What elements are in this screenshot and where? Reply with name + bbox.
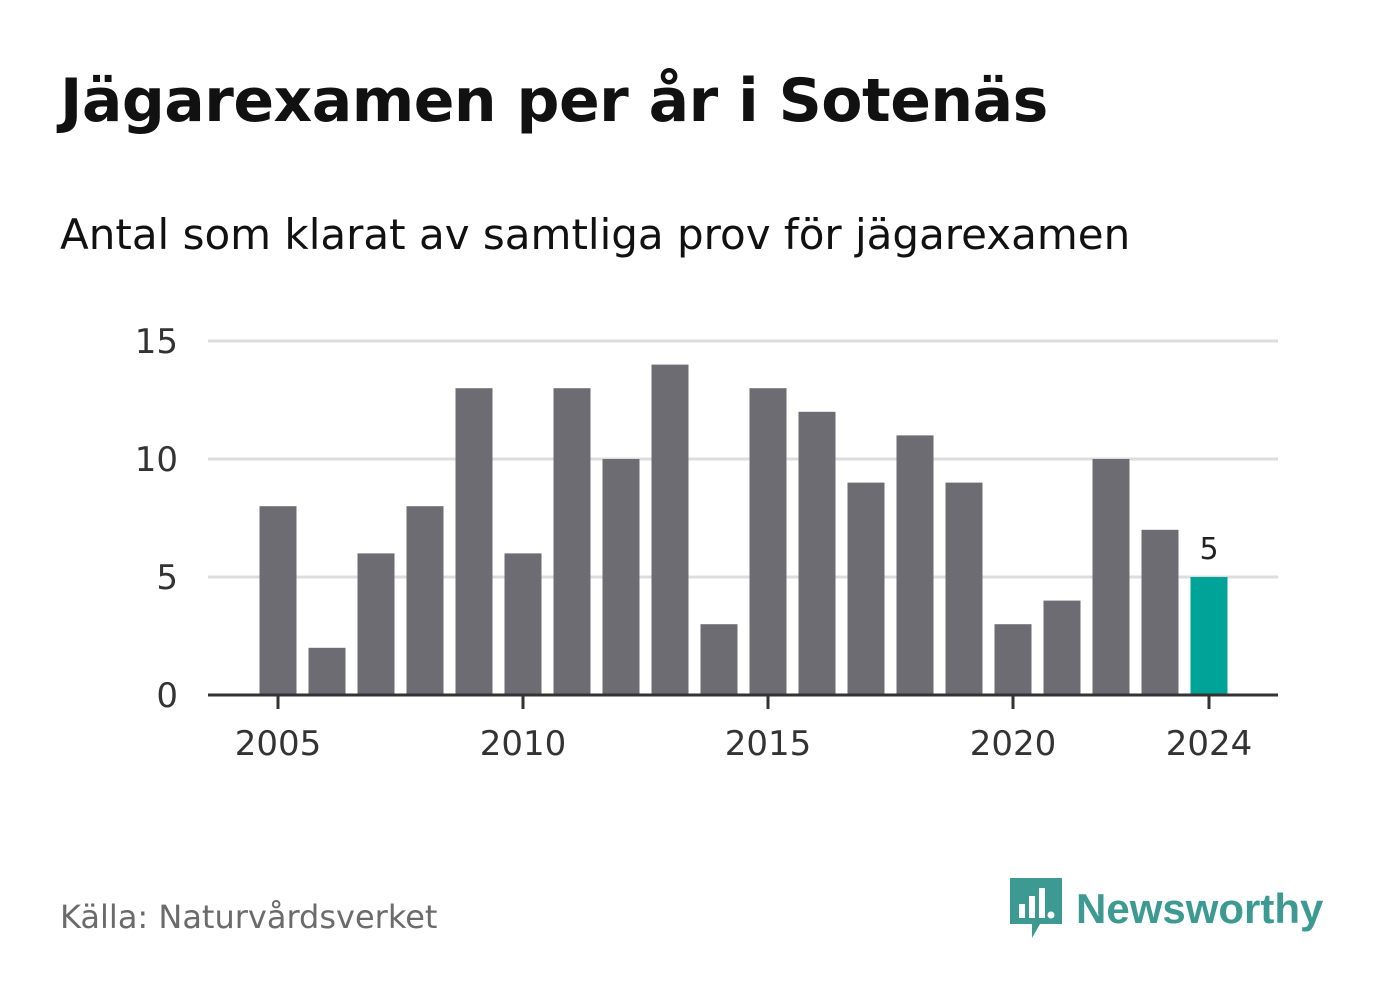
x-tick-label: 2024 [1166, 724, 1253, 764]
y-tick-label: 0 [156, 676, 178, 716]
brand-name: Newsworthy [1076, 885, 1324, 932]
bar-2014 [700, 624, 738, 695]
y-tick-label: 5 [156, 558, 178, 598]
chart-title: Jägarexamen per år i Sotenäs [60, 66, 1048, 136]
x-tick-label: 2015 [725, 724, 812, 764]
chart-subtitle: Antal som klarat av samtliga prov för jä… [60, 210, 1131, 259]
bar-2012 [602, 459, 640, 695]
y-tick-label: 10 [135, 440, 178, 480]
y-tick-label: 15 [135, 322, 178, 362]
bar-2021 [1043, 600, 1081, 695]
bar-2009 [455, 388, 493, 695]
axes: 0 5 10 15 5 2005 2010 2015 2020 2024 [135, 322, 1278, 764]
x-tick-label: 2010 [480, 724, 567, 764]
bar-2010 [504, 553, 542, 695]
source-note: Källa: Naturvårdsverket [60, 898, 438, 936]
newsworthy-logo-icon [1010, 878, 1062, 938]
x-tick-label: 2020 [970, 724, 1057, 764]
bar-2017 [847, 482, 885, 695]
bar-2023 [1141, 529, 1179, 695]
bar-2011 [553, 388, 591, 695]
bar-2006 [308, 647, 346, 695]
x-tick-label: 2005 [235, 724, 322, 764]
bars [259, 364, 1228, 695]
bar-2024 [1190, 577, 1228, 695]
bar-2015 [749, 388, 787, 695]
bar-2016 [798, 411, 836, 695]
bar-2018 [896, 435, 934, 695]
bar-2013 [651, 364, 689, 695]
bar-2022 [1092, 459, 1130, 695]
bar-2007 [357, 553, 395, 695]
bar-2008 [406, 506, 444, 695]
bar-2020 [994, 624, 1032, 695]
bar-2005 [259, 506, 297, 695]
data-label: 5 [1199, 532, 1218, 567]
brand-logo[interactable]: Newsworthy [1010, 878, 1323, 940]
bar-2019 [945, 482, 983, 695]
